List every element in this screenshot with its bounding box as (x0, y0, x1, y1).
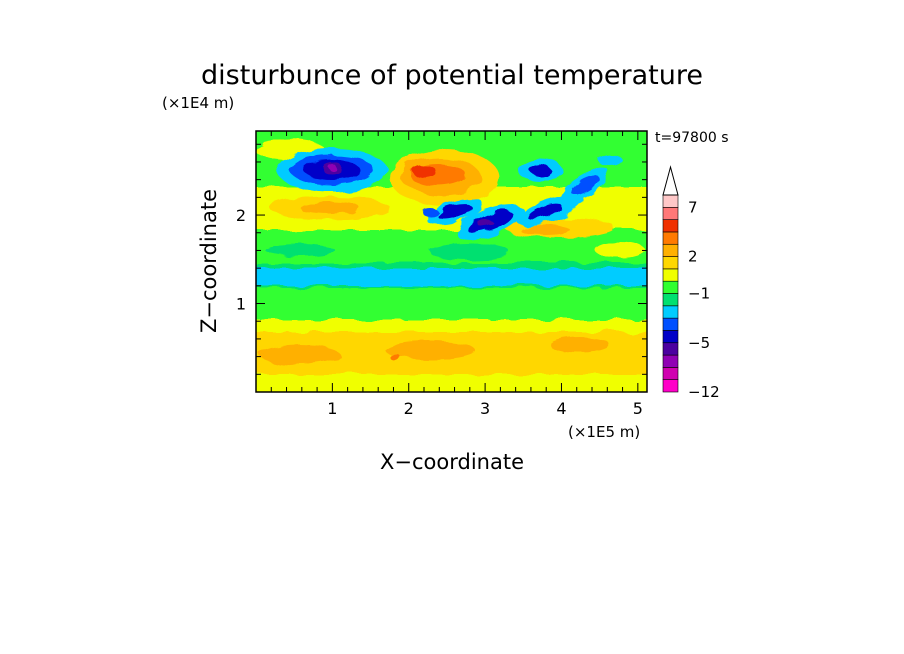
colorbar-swatch (662, 317, 679, 331)
cool-patch (430, 244, 510, 260)
cold-cell (437, 204, 473, 220)
y-unit-label: (×1E4 m) (162, 94, 234, 112)
x-axis-label: X−coordinate (380, 450, 524, 474)
x-tick-label: 1 (327, 399, 337, 418)
cold-cell (570, 175, 600, 195)
cold-cell (527, 203, 563, 221)
colorbar-swatch (662, 207, 679, 220)
contour-field (256, 131, 647, 392)
warm-pocket (385, 341, 475, 359)
warm-streak (300, 202, 360, 214)
colorbar-swatch (662, 293, 679, 307)
y-axis-label: Z−coordinate (197, 189, 221, 333)
x-tick-label: 3 (480, 399, 490, 418)
colorbar-label: −1 (688, 285, 710, 303)
colorbar-swatch (662, 256, 679, 270)
band-cyan (256, 268, 647, 286)
colorbar-swatch (662, 305, 679, 319)
colorbar-label: −12 (688, 383, 720, 401)
colorbar-swatch (662, 243, 679, 257)
warm-core (413, 166, 437, 178)
colorbar-swatch (662, 219, 679, 233)
colorbar-swatch (662, 231, 679, 245)
x-tick-label: 5 (633, 399, 643, 418)
colorbar-swatch (662, 367, 679, 380)
colorbar: 7 2 −1 −5 −12 (662, 165, 720, 401)
colorbar-label: 2 (688, 248, 698, 266)
warm-pocket (260, 345, 340, 365)
chart-title: disturbunce of potential temperature (201, 60, 703, 91)
cold-cell (598, 154, 622, 166)
cold-cell (530, 164, 550, 176)
colorbar-swatch (662, 194, 679, 208)
colorbar-swatch (662, 342, 679, 356)
cold-cell (422, 208, 438, 216)
colorbar-arrow (662, 165, 679, 196)
colorbar-label: 7 (688, 198, 698, 216)
x-tick-label: 2 (404, 399, 414, 418)
colorbar-swatch (662, 280, 679, 294)
plot-frame (255, 130, 648, 393)
colorbar-swatch (662, 354, 679, 368)
warm-pocket (550, 337, 610, 353)
axes: 1 2 3 4 5 1 2 (236, 131, 647, 418)
band-mid-green (256, 282, 647, 320)
y-tick-label: 1 (236, 295, 246, 314)
time-label: t=97800 s (655, 130, 729, 146)
colorbar-swatch (662, 330, 679, 344)
y-tick-label: 2 (236, 206, 246, 225)
colorbar-label: −5 (688, 334, 710, 352)
colorbar-swatch (662, 379, 679, 393)
x-tick-label: 4 (556, 399, 566, 418)
warm-streak (595, 242, 645, 258)
cold-vortex (328, 164, 336, 170)
cool-patch (265, 244, 335, 256)
warm-streak (520, 225, 570, 235)
x-unit-label: (×1E5 m) (568, 423, 640, 441)
cold-cell (477, 219, 493, 227)
colorbar-swatch (662, 268, 679, 282)
warm-pocket (390, 353, 400, 361)
